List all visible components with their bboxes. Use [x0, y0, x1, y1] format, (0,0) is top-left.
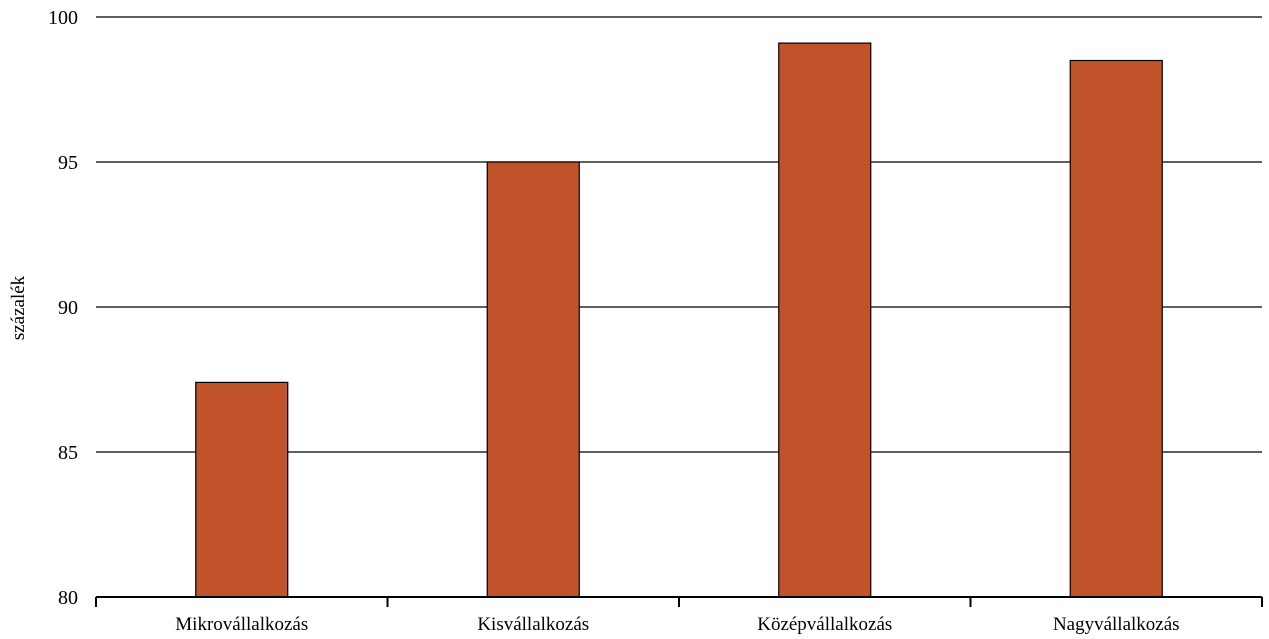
x-tick-label: Nagyvállalkozás — [1053, 614, 1180, 635]
y-tick-label: 100 — [48, 7, 78, 29]
bar — [1069, 59, 1163, 598]
y-tick-label: 90 — [58, 297, 78, 319]
bar — [486, 161, 580, 598]
bar — [195, 381, 289, 598]
bars — [195, 42, 1163, 598]
bar — [778, 42, 872, 598]
y-tick-labels: 80 85 90 95 100 — [48, 7, 78, 609]
x-tick-labels: Mikrovállalkozás Kisvállalkozás Középválla… — [175, 614, 1179, 635]
y-tick-label: 95 — [58, 152, 78, 174]
x-tick-label: Kisvállalkozás — [477, 614, 589, 635]
y-tick-label: 85 — [58, 442, 78, 464]
x-tick-label: Mikrovállalkozás — [175, 614, 308, 635]
y-axis-title: százalék — [8, 275, 29, 340]
gridlines — [96, 16, 1262, 453]
x-axis — [95, 596, 1263, 607]
y-tick-label: 80 — [58, 587, 78, 609]
x-tick-label: Középvállalkozás — [757, 614, 892, 635]
